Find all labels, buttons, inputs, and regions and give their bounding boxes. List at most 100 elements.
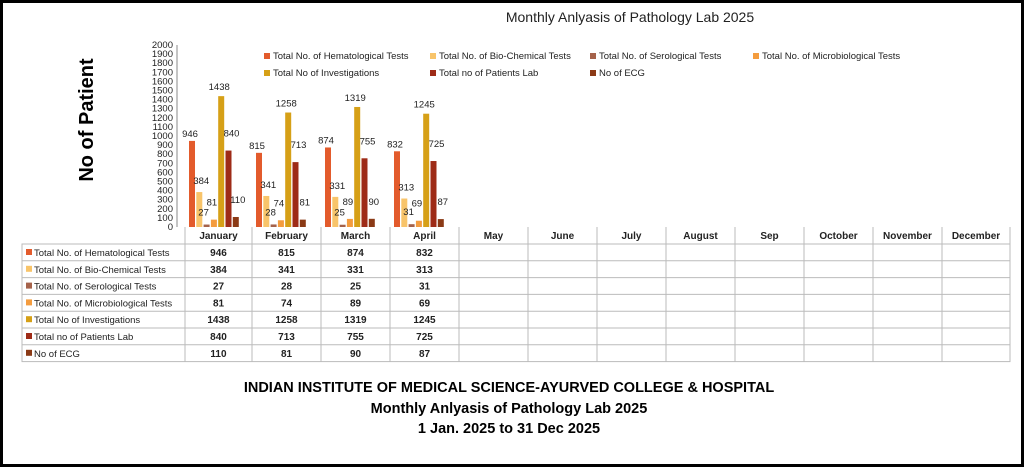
table-cell-value: 28 (281, 282, 293, 293)
table-cell-value: 1319 (344, 315, 367, 326)
data-label: 25 (334, 208, 345, 219)
data-label: 90 (369, 197, 380, 208)
y-tick-label: 2000 (152, 40, 173, 51)
y-tick-label: 0 (168, 222, 173, 233)
y-tick-label: 700 (157, 158, 173, 169)
data-label: 89 (343, 197, 354, 208)
bar-1-2 (270, 224, 277, 227)
x-category-label: March (341, 231, 370, 242)
table-cell-value: 874 (347, 248, 364, 259)
y-tick-label: 1400 (152, 95, 173, 106)
bar-2-5 (361, 158, 368, 227)
legend-swatch (430, 70, 436, 77)
bar-0-6 (232, 216, 239, 227)
bar-1-3 (277, 220, 284, 227)
table-cell-value: 331 (347, 265, 364, 276)
chart-plot: 2000190018001700160015001400130012001100… (21, 40, 1011, 363)
legend-item-investigations: Total No of Investigations (264, 68, 379, 79)
bar-1-5 (292, 162, 299, 227)
table-cell-value: 81 (213, 298, 225, 309)
data-label: 725 (429, 139, 445, 150)
bar-2-4 (354, 106, 361, 227)
footer-institute: INDIAN INSTITUTE OF MEDICAL SCIENCE-AYUR… (243, 380, 775, 396)
y-tick-label: 1000 (152, 131, 173, 142)
legend-item-biochemical: Total No. of Bio-Chemical Tests (430, 51, 571, 62)
data-label: 755 (360, 136, 376, 147)
table-cell-value: 946 (210, 248, 227, 259)
table-cell-value: 1245 (413, 315, 436, 326)
table-cell-value: 815 (278, 248, 295, 259)
table-cell-value: 755 (347, 332, 364, 343)
bar-0-3 (210, 219, 217, 227)
table-cell-value: 1258 (275, 315, 298, 326)
table-cell-value: 81 (281, 349, 293, 360)
x-category-label: October (819, 231, 857, 242)
data-label: 1319 (345, 93, 366, 104)
legend-label: Total no of Patients Lab (439, 68, 539, 79)
y-tick-label: 500 (157, 177, 173, 188)
table-row-swatch (26, 349, 32, 356)
table-cell-value: 840 (210, 332, 227, 343)
table-cell-value: 69 (419, 298, 431, 309)
footer-date-range: 1 Jan. 2025 to 31 Dec 2025 (417, 421, 601, 437)
chart-title: Monthly Anlyasis of Pathology Lab 2025 (505, 9, 755, 25)
x-category-label: December (952, 231, 1000, 242)
bar-3-6 (437, 219, 444, 227)
table-cell-value: 713 (278, 332, 295, 343)
table-row-header: Total No. of Serological Tests (34, 282, 157, 293)
table-cell-value: 110 (210, 349, 227, 360)
x-category-label: February (265, 231, 308, 242)
footer-subtitle: Monthly Anlyasis of Pathology Lab 2025 (370, 401, 648, 417)
bar-3-4 (423, 113, 430, 227)
table-row-swatch (26, 316, 32, 323)
table-row-swatch (26, 299, 32, 306)
y-tick-label: 1100 (153, 122, 173, 133)
bar-3-5 (430, 161, 437, 227)
x-category-label: August (683, 231, 718, 242)
data-label: 313 (398, 183, 414, 194)
legend-item-ecg: No of ECG (590, 68, 645, 79)
x-category-label: May (484, 231, 504, 242)
y-tick-label: 1600 (152, 76, 173, 87)
legend-swatch (264, 53, 270, 60)
table-row-header: Total No. of Hematological Tests (34, 248, 170, 259)
bar-3-2 (408, 224, 415, 227)
data-label: 832 (387, 139, 403, 150)
y-tick-label: 1200 (152, 113, 173, 124)
bar-3-3 (415, 220, 422, 227)
data-label: 87 (438, 197, 449, 208)
data-label: 74 (274, 198, 285, 209)
bar-0-5 (225, 150, 232, 227)
legend-item-hematological: Total No. of Hematological Tests (264, 51, 409, 62)
y-tick-label: 1900 (152, 49, 173, 60)
data-label: 1245 (414, 100, 435, 111)
data-label: 341 (260, 180, 276, 191)
data-label: 69 (412, 199, 423, 210)
table-cell-value: 25 (350, 282, 362, 293)
data-label: 31 (403, 207, 414, 218)
x-category-label: November (883, 231, 932, 242)
legend-item-serological: Total No. of Serological Tests (590, 51, 721, 62)
y-tick-label: 200 (157, 204, 173, 215)
legend-swatch (590, 53, 596, 60)
table-row-swatch (26, 333, 32, 339)
data-label: 1258 (276, 99, 297, 110)
y-tick-label: 800 (157, 149, 173, 160)
bar-3-1 (401, 198, 408, 227)
y-tick-label: 600 (157, 167, 173, 178)
legend-label: Total No of Investigations (273, 68, 380, 79)
bar-1-4 (285, 112, 292, 227)
table-row-swatch (26, 282, 32, 289)
bar-0-1 (196, 192, 203, 227)
x-category-label: April (413, 231, 436, 242)
table-cell-value: 87 (419, 349, 431, 360)
table-row-header: Total no of Patients Lab (34, 332, 133, 343)
legend-label: Total No. of Serological Tests (599, 51, 722, 62)
bar-1-0 (256, 152, 262, 227)
legend-label: No of ECG (599, 68, 645, 79)
bar-1-6 (299, 219, 306, 227)
bar-2-1 (332, 196, 339, 227)
bar-2-3 (346, 218, 353, 227)
table-cell-value: 74 (281, 298, 293, 309)
legend-swatch (590, 70, 596, 77)
